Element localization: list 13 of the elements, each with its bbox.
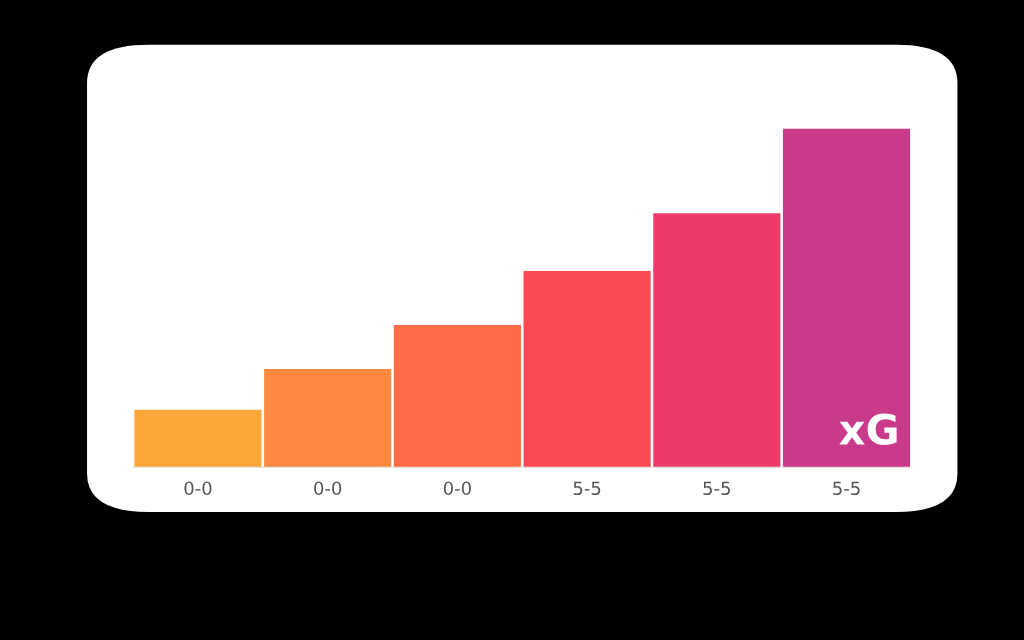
bar [782,128,911,468]
bar [264,369,392,468]
bar [134,409,262,468]
x-tick-label: 0-0 [184,481,212,496]
x-tick-label: 5-5 [703,481,730,496]
x-tick-label: 5-5 [833,481,860,496]
x-tick-label: 0-0 [314,481,342,496]
bar [393,325,521,468]
bar [523,270,651,468]
x-tick-label: 5-5 [573,481,601,496]
annotation: xG [839,413,897,446]
bar [653,213,781,468]
x-tick-label: 0-0 [443,481,471,496]
